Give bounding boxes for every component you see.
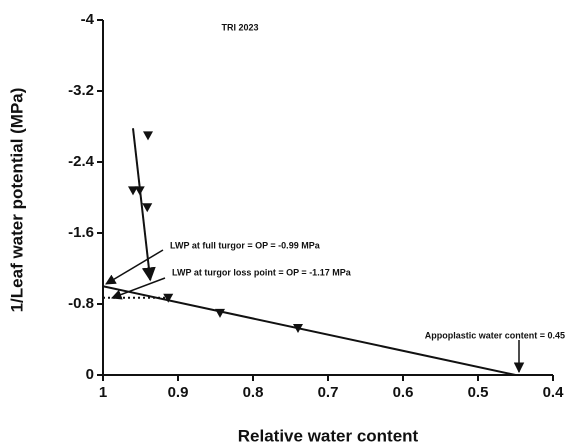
y-tick-label: -1.6 (68, 224, 94, 241)
annotation: Appoplastic water content = 0.45 (425, 330, 565, 340)
x-tick-label: 0.5 (468, 384, 489, 401)
y-tick-label: -3.2 (68, 82, 94, 99)
y-tick-label: 0 (86, 366, 94, 383)
y-tick-label: -0.8 (68, 295, 94, 312)
annotation: LWP at turgor loss point = OP = -1.17 MP… (172, 267, 352, 277)
point (163, 293, 174, 303)
chart-title: TRI 2023 (221, 22, 258, 32)
annotation-arrow (105, 249, 164, 285)
fit-line (102, 285, 516, 376)
x-tick-label: 0.9 (168, 384, 189, 401)
point (215, 308, 225, 318)
annotation: LWP at full turgor = OP = -0.99 MPa (170, 240, 321, 250)
x-tick-label: 0.6 (393, 384, 414, 401)
x-tick-label: 1 (99, 384, 107, 401)
point (293, 323, 303, 333)
x-tick-label: 0.7 (318, 384, 339, 401)
annotation-arrow (111, 277, 166, 300)
point (134, 186, 145, 196)
point (142, 203, 153, 213)
x-tick-label: 0.4 (543, 384, 565, 401)
y-tick-label: -2.4 (68, 153, 95, 170)
fit-line (132, 128, 156, 282)
point (128, 186, 138, 196)
y-tick-label: -4 (81, 11, 95, 28)
x-tick-label: 0.8 (243, 384, 264, 401)
y-axis-title: 1/Leaf water potential (MPa) (7, 88, 26, 313)
point (143, 131, 153, 141)
x-axis-title: Relative water content (238, 426, 419, 445)
